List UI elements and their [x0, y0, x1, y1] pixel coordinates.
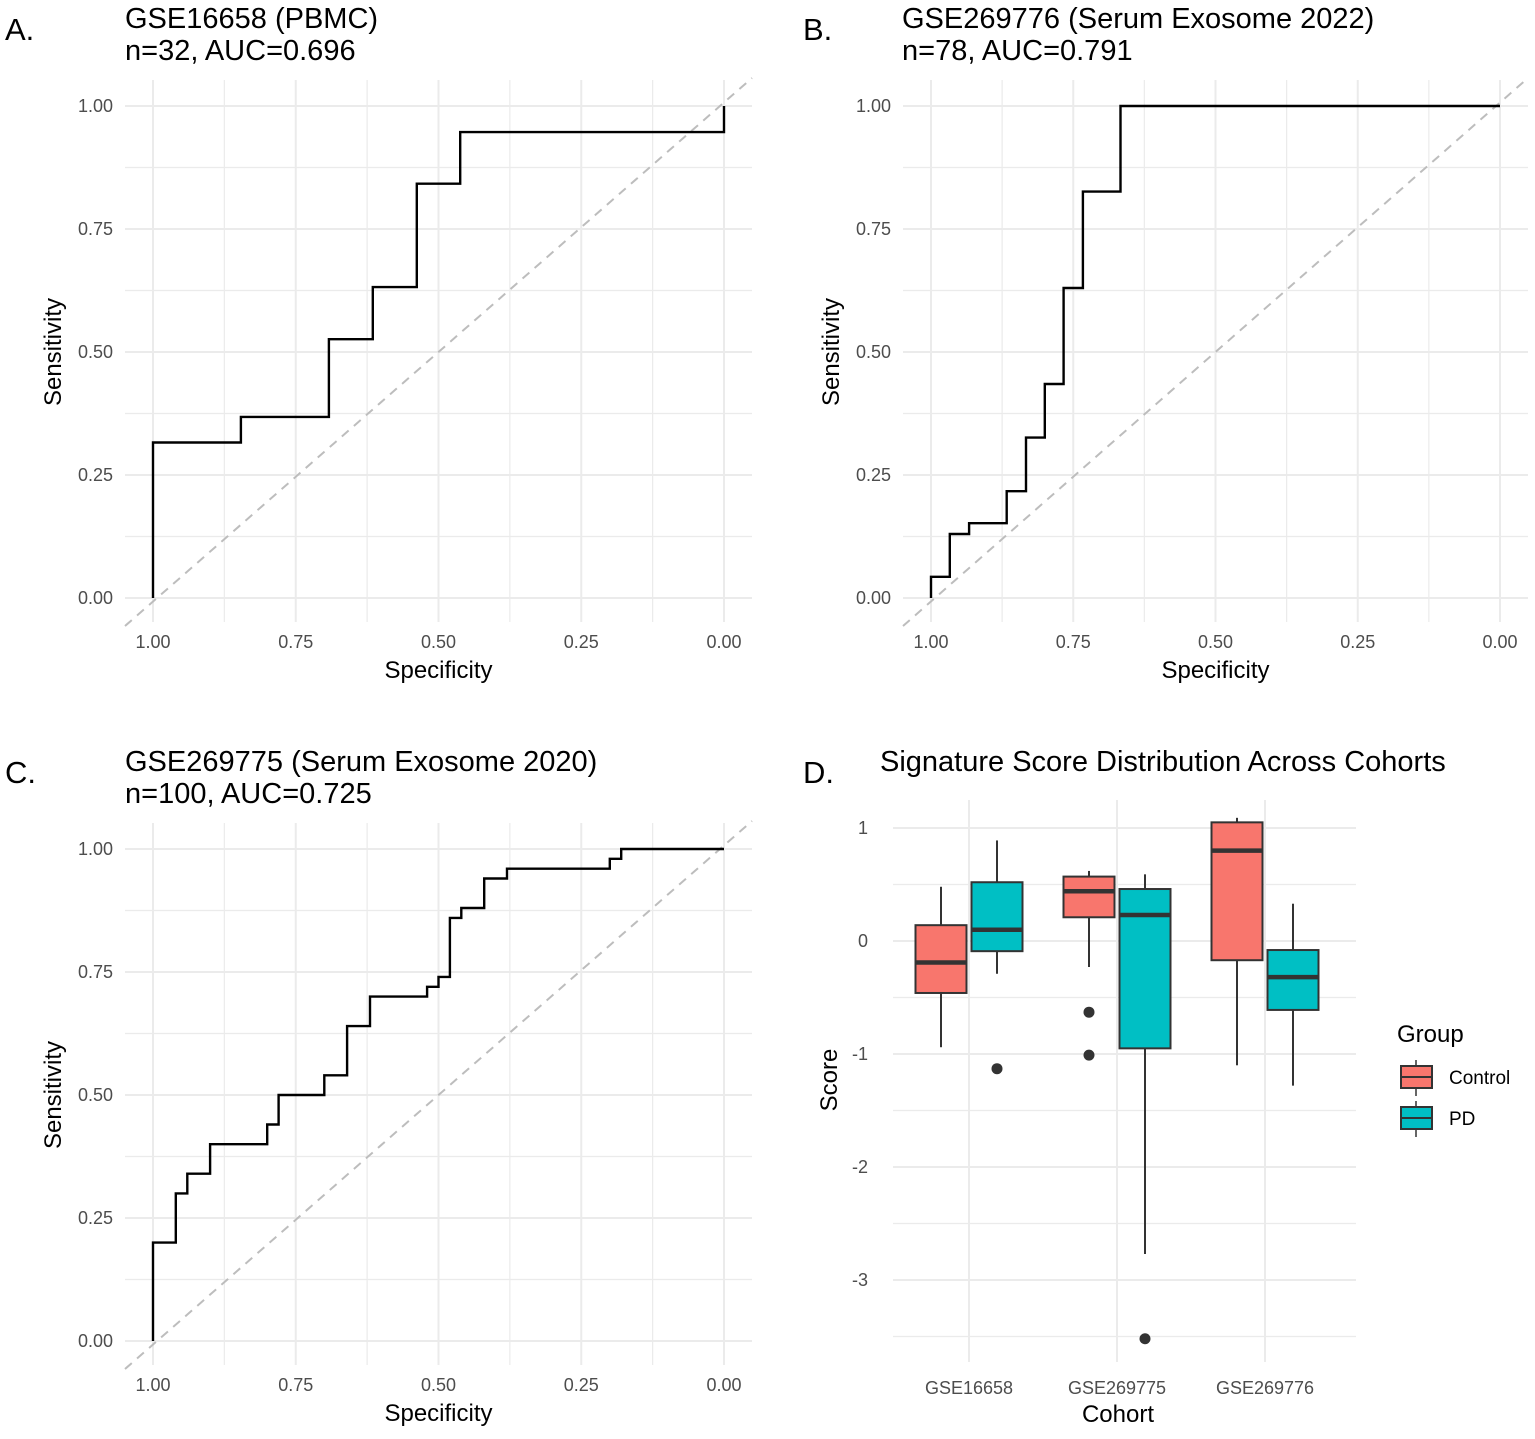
boxplot-panel-d: 1 0 -1 -2 -3 GSE16658 GSE269775 GSE269776 Cohort…	[803, 746, 1510, 1428]
y-tick-label: 1.00	[856, 96, 891, 116]
y-tick-label: 0.00	[78, 1331, 113, 1351]
x-tick-label: GSE269776	[1216, 1378, 1314, 1398]
box-pd-GSE269775	[1118, 874, 1172, 1345]
x-tick-label: 0.50	[1198, 632, 1233, 652]
roc-curve	[151, 847, 724, 1341]
outlier-point	[1083, 1006, 1095, 1018]
roc-curve	[151, 106, 726, 598]
y-tick-label: 0.50	[78, 1085, 113, 1105]
legend-label: Control	[1449, 1068, 1510, 1089]
x-axis-title: Specificity	[1161, 657, 1269, 684]
y-tick-label: 0.00	[78, 588, 113, 608]
box-iqr	[1210, 821, 1264, 962]
box-iqr	[914, 924, 968, 994]
x-tick-label: 0.00	[706, 632, 741, 652]
y-tick-label: -1	[852, 1044, 868, 1064]
panel-label: B.	[803, 12, 832, 47]
reference-diagonal-line	[902, 77, 1529, 627]
x-tick-label: GSE16658	[925, 1378, 1013, 1398]
y-tick-label: 0.50	[856, 342, 891, 362]
y-tick-label: 0.00	[856, 588, 891, 608]
y-tick-label: 0.25	[856, 465, 891, 485]
legend-item-control: Control	[1400, 1060, 1510, 1096]
chart-subtitle: n=78, AUC=0.791	[902, 35, 1133, 67]
x-tick-label: 0.25	[1340, 632, 1375, 652]
box-pd-GSE16658	[970, 840, 1024, 1075]
y-tick-label: 1.00	[78, 839, 113, 859]
x-tick-label: 1.00	[913, 632, 948, 652]
roc-panel-b: 1.00 0.75 0.50 0.25 0.00 0.00 0.25 0.50 0.75 1.00…	[803, 3, 1529, 684]
roc-panel-c: 1.00 0.75 0.50 0.25 0.00 0.00 0.25 0.50 0.75 1.00…	[5, 746, 753, 1427]
y-tick-label: 0.75	[78, 219, 113, 239]
x-tick-label: 0.00	[706, 1375, 741, 1395]
chart-subtitle: n=32, AUC=0.696	[125, 35, 356, 67]
legend-label: PD	[1449, 1109, 1475, 1130]
y-axis-title: Score	[816, 1049, 843, 1112]
x-tick-label: 0.50	[421, 632, 456, 652]
x-tick-label: GSE269775	[1068, 1378, 1166, 1398]
roc-curve	[929, 104, 1500, 598]
outlier-point	[1083, 1049, 1095, 1061]
reference-diagonal-line	[124, 77, 753, 627]
y-tick-label: 1.00	[78, 96, 113, 116]
box-iqr	[970, 881, 1024, 953]
y-tick-label: 0.75	[78, 962, 113, 982]
y-axis-title: Sensitivity	[40, 298, 67, 406]
x-tick-label: 0.50	[421, 1375, 456, 1395]
legend-title: Group	[1397, 1021, 1464, 1048]
y-tick-label: 0.50	[78, 342, 113, 362]
y-axis-title: Sensitivity	[40, 1041, 67, 1149]
x-tick-label: 0.75	[278, 1375, 313, 1395]
chart-title: GSE269775 (Serum Exosome 2020)	[125, 746, 597, 778]
box-iqr	[1062, 875, 1116, 919]
box-control-GSE269776	[1210, 817, 1264, 1066]
panel-label: D.	[803, 755, 834, 790]
legend-item-pd: PD	[1400, 1101, 1475, 1137]
box-control-GSE16658	[914, 886, 968, 1048]
box-control-GSE269775	[1062, 870, 1116, 1061]
panel-label: C.	[5, 755, 36, 790]
outlier-point	[991, 1063, 1003, 1075]
y-tick-label: 1	[858, 818, 868, 838]
x-tick-label: 1.00	[135, 632, 170, 652]
y-axis-title: Sensitivity	[818, 298, 845, 406]
panel-label: A.	[5, 12, 34, 47]
y-tick-label: -3	[852, 1270, 868, 1290]
chart-title: Signature Score Distribution Across Coho…	[880, 746, 1446, 778]
y-tick-label: 0.75	[856, 219, 891, 239]
y-tick-label: -2	[852, 1157, 868, 1177]
x-tick-label: 0.75	[278, 632, 313, 652]
outlier-point	[1139, 1333, 1151, 1345]
x-axis-title: Specificity	[384, 657, 492, 684]
reference-diagonal-line	[124, 820, 753, 1370]
x-tick-label: 1.00	[135, 1375, 170, 1395]
x-tick-label: 0.00	[1482, 632, 1517, 652]
box-iqr	[1266, 949, 1320, 1011]
chart-subtitle: n=100, AUC=0.725	[125, 778, 372, 810]
y-tick-label: 0.25	[78, 465, 113, 485]
x-axis-title: Specificity	[384, 1400, 492, 1427]
chart-title: GSE269776 (Serum Exosome 2022)	[902, 3, 1374, 35]
chart-title: GSE16658 (PBMC)	[125, 3, 378, 35]
y-tick-label: 0.25	[78, 1208, 113, 1228]
y-tick-label: 0	[858, 931, 868, 951]
box-pd-GSE269776	[1266, 903, 1320, 1086]
x-tick-label: 0.25	[564, 632, 599, 652]
x-tick-label: 0.25	[564, 1375, 599, 1395]
x-axis-title: Cohort	[1082, 1401, 1154, 1428]
legend: Group Control PD	[1397, 1021, 1510, 1137]
roc-panel-a: 1.00 0.75 0.50 0.25 0.00 0.00 0.25 0.50 0.75 1.00…	[5, 3, 753, 684]
x-tick-label: 0.75	[1056, 632, 1091, 652]
